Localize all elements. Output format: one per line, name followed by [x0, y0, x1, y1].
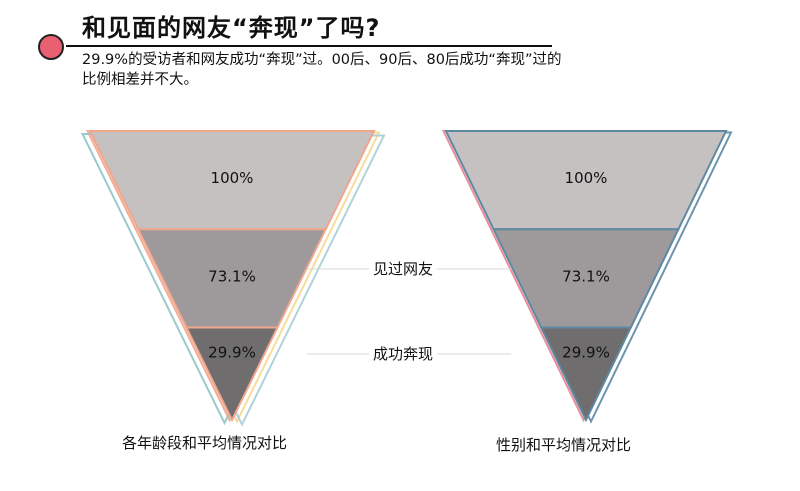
page-subtitle: 29.9%的受访者和网友成功“奔现”过。00后、90后、80后成功“奔现”过的比…: [82, 52, 562, 88]
page-title: 和见面的网友“奔现”了吗?: [82, 14, 381, 42]
funnel-tier-1-2: [539, 326, 633, 423]
stage-label-success: 成功奔现: [369, 343, 438, 364]
right-chart-caption: 性别和平均情况对比: [496, 436, 632, 454]
funnel-value-label-0-1: 73.1%: [208, 267, 256, 285]
funnel-value-label-1-2: 29.9%: [562, 344, 610, 362]
left-chart-caption: 各年龄段和平均情况对比: [122, 434, 288, 452]
stage-label-met: 见过网友: [369, 258, 438, 279]
funnel-value-label-0-0: 100%: [211, 169, 254, 187]
title-underline: [66, 45, 552, 47]
funnel-value-label-1-1: 73.1%: [562, 267, 610, 285]
funnel-value-label-0-2: 29.9%: [208, 344, 256, 362]
funnel-value-label-1-0: 100%: [565, 169, 608, 187]
funnel-tier-0-2: [184, 326, 280, 423]
title-bullet-dot: [38, 34, 64, 60]
